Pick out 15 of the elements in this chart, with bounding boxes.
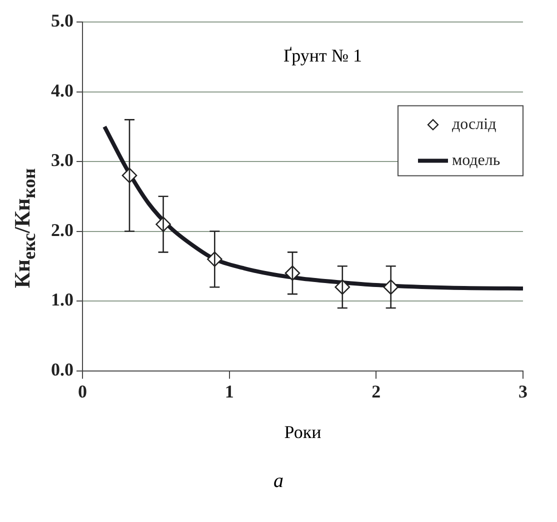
y-tick-label: 5.0 [51,10,74,31]
y-tick-label: 3.0 [51,150,74,170]
legend-label: модель [452,152,500,169]
x-tick-label: 2 [372,381,381,402]
text: а [272,470,284,493]
x-tick-label: 3 [518,381,528,402]
x-axis-title: Роки [284,422,322,442]
legend-label: дослід [452,116,496,133]
x-tick-label: 1 [224,381,234,402]
text: Ґрунт № 1 [283,46,362,66]
y-tick-label: 2.0 [51,220,74,240]
y-tick-label: 1.0 [51,290,74,310]
x-tick-label: 0 [78,381,87,402]
y-tick-label: 4.0 [51,80,74,100]
y-tick-label: 0.0 [51,359,74,380]
